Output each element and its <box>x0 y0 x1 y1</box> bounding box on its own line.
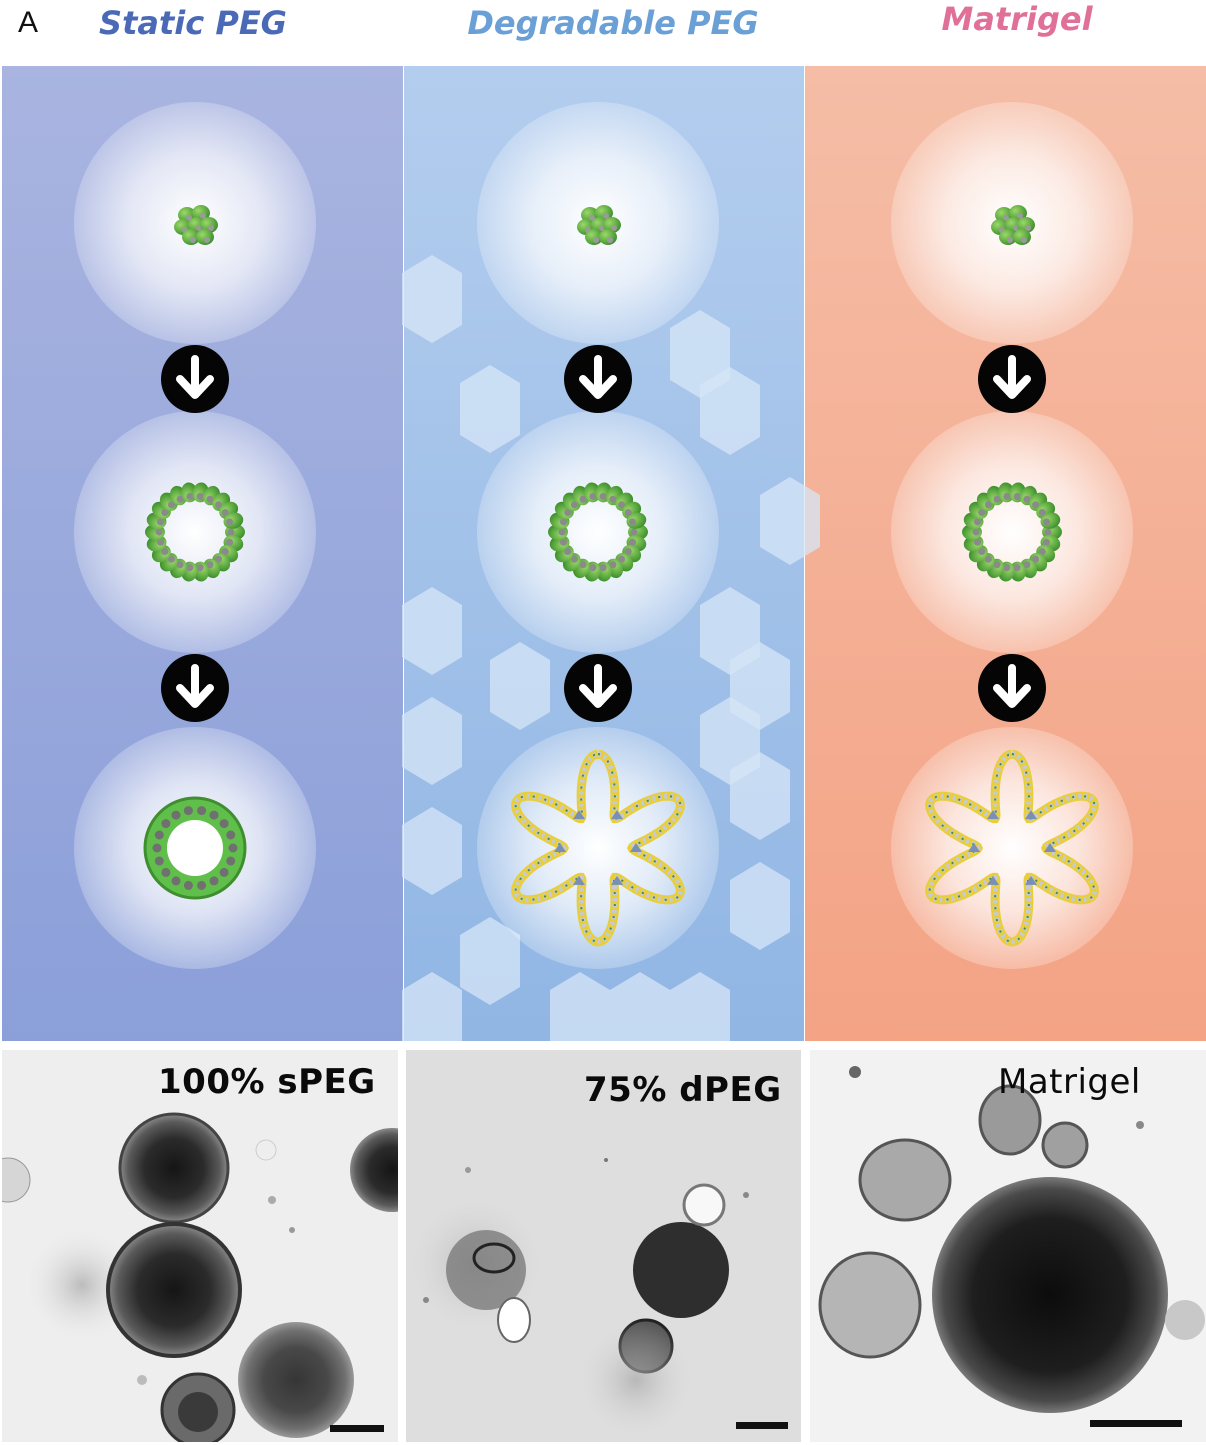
hollow-cyst-icon <box>145 482 245 582</box>
hydrogel-bubble <box>891 411 1133 653</box>
cell-cluster-icon <box>991 205 1035 245</box>
panel-a-schematic <box>2 66 1206 1041</box>
down-arrow-icon <box>978 654 1046 722</box>
hydrogel-bubble <box>891 727 1133 969</box>
label-75-dpeg: 75% dPEG <box>584 1070 782 1110</box>
scale-bar <box>330 1425 384 1432</box>
column-title-matrigel: Matrigel <box>941 0 1093 38</box>
down-arrow-icon <box>161 654 229 722</box>
down-arrow-icon <box>161 345 229 413</box>
hollow-cyst-icon <box>962 482 1062 582</box>
budding-organoid-icon <box>925 749 1099 947</box>
hollow-cyst-icon <box>548 482 648 582</box>
scale-bar <box>736 1422 788 1429</box>
budding-organoid-icon <box>143 796 247 900</box>
hydrogel-bubble <box>477 727 719 969</box>
cell-cluster-icon <box>577 205 621 245</box>
budding-organoid-icon <box>511 749 685 947</box>
micrograph-matrigel: Matrigel <box>810 1050 1206 1442</box>
micrograph-spreg: 100% sPEG <box>2 1050 398 1442</box>
down-arrow-icon <box>564 345 632 413</box>
scale-bar <box>1090 1420 1182 1427</box>
hydrogel-bubble <box>74 411 316 653</box>
down-arrow-icon <box>564 654 632 722</box>
micrograph-dpeg: 75% dPEG <box>406 1050 801 1442</box>
hydrogel-bubble <box>477 411 719 653</box>
cell-cluster-icon <box>174 205 218 245</box>
label-100-spreg: 100% sPEG <box>158 1062 376 1102</box>
column-title-static-peg: Static PEG <box>99 4 287 42</box>
down-arrow-icon <box>978 345 1046 413</box>
panel-a-letter: A <box>18 6 39 39</box>
label-matrigel: Matrigel <box>998 1062 1141 1102</box>
column-title-degradable-peg: Degradable PEG <box>467 4 759 42</box>
